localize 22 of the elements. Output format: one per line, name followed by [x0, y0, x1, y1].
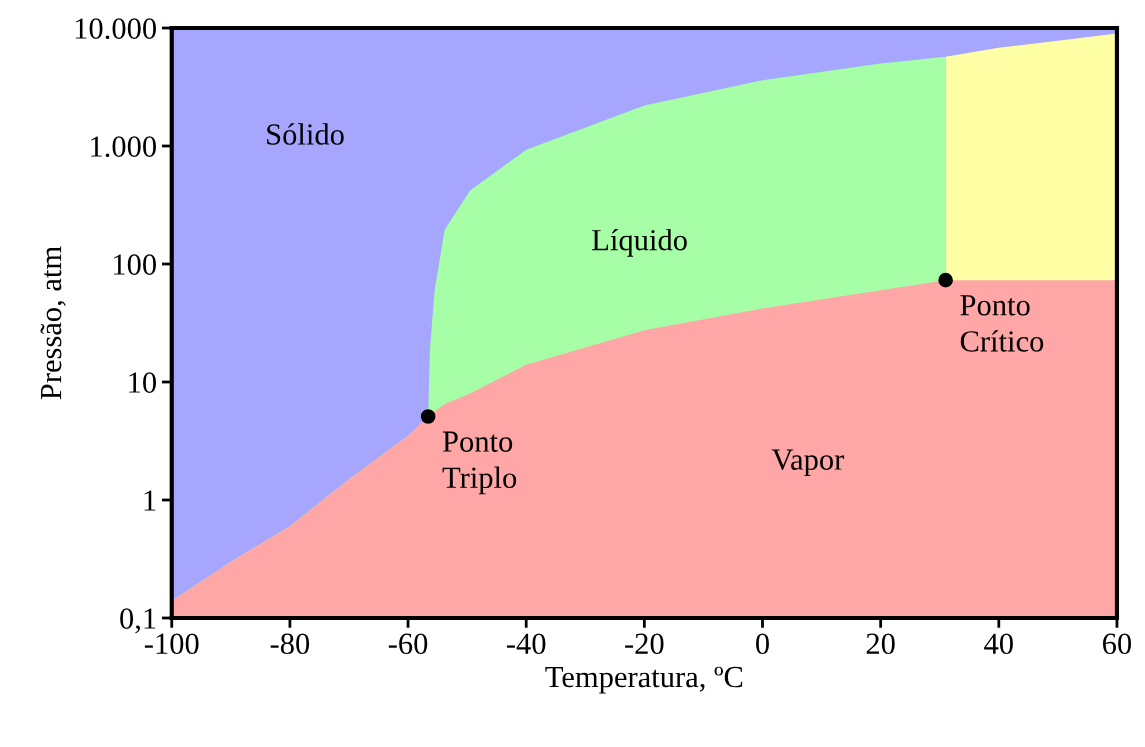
- x-tick-label: 0: [756, 633, 769, 655]
- x-axis-title: Temperatura, ºC: [545, 666, 743, 694]
- series-label: Líquido: [592, 228, 687, 257]
- y-tick-label: 1.000: [91, 136, 156, 158]
- x-tick-label: -80: [270, 633, 310, 655]
- x-tick-label: 40: [984, 633, 1013, 655]
- y-tick-label: 0,1: [120, 608, 156, 634]
- x-tick-label: -40: [506, 633, 546, 655]
- x-tick-label: -60: [388, 633, 428, 655]
- annotation: Ponto Triplo: [442, 431, 517, 495]
- y-tick-label: 10.000: [75, 18, 156, 40]
- x-tick-label: 20: [866, 633, 895, 655]
- y-tick-label: 10: [129, 372, 156, 393]
- y-tick-label: 100: [114, 254, 156, 275]
- x-tick-label: 60: [1102, 633, 1132, 655]
- series-label: Vapor: [771, 449, 845, 477]
- y-tick-label: 1: [144, 490, 156, 511]
- y-axis-title: Pressão, atm: [40, 246, 66, 400]
- x-tick-label: -100: [144, 633, 199, 655]
- x-tick-label: -20: [625, 633, 664, 655]
- series-label: Sólido: [267, 123, 344, 145]
- annotation: Ponto Crítico: [960, 295, 1044, 352]
